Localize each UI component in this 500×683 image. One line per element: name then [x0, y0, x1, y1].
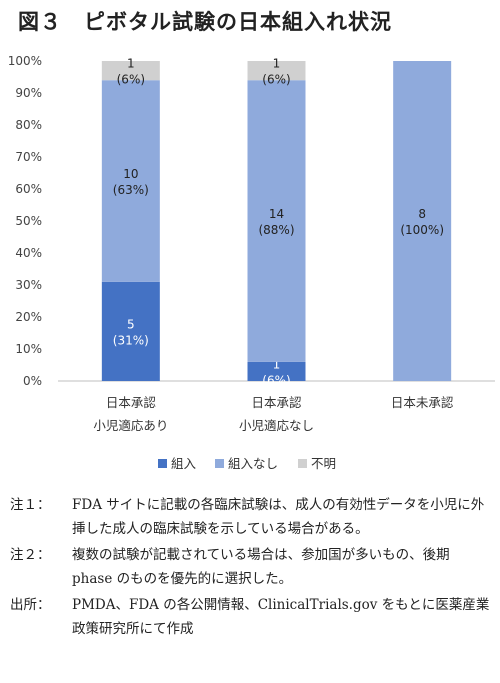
footnote-2: 注２： 複数の試験が記載されている場合は、参加国が多いもの、後期 phase の…: [10, 543, 494, 591]
legend-label: 組入: [171, 456, 197, 471]
y-tick-label: 70%: [15, 150, 42, 164]
legend-swatch: [215, 459, 224, 468]
y-tick-label: 20%: [15, 310, 42, 324]
data-label: 1: [273, 57, 281, 71]
y-tick-label: 60%: [15, 182, 42, 196]
footnote-text: FDA サイトに記載の各臨床試験は、成人の有効性データを小児に外挿した成人の臨床…: [72, 497, 485, 537]
data-label: 1: [127, 57, 135, 71]
chart-title: 図３ ピボタル試験の日本組入れ状況: [18, 10, 392, 34]
x-category-label: 日本承認: [106, 395, 157, 410]
x-category-label: 小児適応あり: [93, 418, 168, 433]
y-tick-label: 50%: [15, 214, 42, 228]
legend-label: 不明: [311, 456, 336, 471]
x-category-label: 日本承認: [251, 395, 302, 410]
data-label-percent: (6%): [262, 73, 290, 87]
data-label: 1: [273, 357, 281, 371]
bar-segment: [101, 80, 160, 282]
data-label: 5: [127, 317, 135, 331]
y-tick-label: 30%: [15, 278, 42, 292]
footnote-1: 注１： FDA サイトに記載の各臨床試験は、成人の有効性データを小児に外挿した成…: [10, 493, 494, 541]
data-label-percent: (31%): [113, 333, 149, 347]
footnote-label: 注２：: [10, 547, 51, 563]
data-label-percent: (6%): [262, 373, 290, 387]
footnote-label: 注１：: [10, 497, 51, 513]
x-category-label: 日本未承認: [391, 395, 454, 410]
bar-segment: [247, 361, 306, 381]
y-tick-label: 0%: [23, 374, 42, 388]
data-label-percent: (63%): [113, 183, 149, 197]
data-label-percent: (100%): [400, 223, 444, 237]
legend-swatch: [158, 459, 167, 468]
bar-segment: [247, 80, 306, 362]
data-label: 14: [269, 207, 284, 221]
y-tick-label: 80%: [15, 118, 42, 132]
y-tick-label: 10%: [15, 342, 42, 356]
data-label: 10: [123, 167, 138, 181]
source-label: 出所：: [10, 597, 51, 613]
legend-label: 組入なし: [228, 456, 278, 471]
source-text: PMDA、FDA の各公開情報、ClinicalTrials.gov をもとに医…: [72, 597, 490, 637]
footnotes: 注１： FDA サイトに記載の各臨床試験は、成人の有効性データを小児に外挿した成…: [10, 493, 494, 643]
stacked-bar-chart: 0% 10% 20% 30% 40% 50% 60% 70% 80% 90% 100% 5 (31%) 1…: [8, 54, 495, 471]
x-category-label: 小児適応なし: [239, 418, 314, 433]
y-tick-label: 100%: [8, 54, 42, 68]
data-label-percent: (6%): [117, 73, 145, 87]
bar-segment: [101, 281, 160, 381]
data-label-percent: (88%): [258, 223, 294, 237]
bar-segment: [101, 61, 160, 81]
source-note: 出所： PMDA、FDA の各公開情報、ClinicalTrials.gov を…: [10, 593, 494, 641]
legend-swatch: [298, 459, 307, 468]
y-tick-label: 90%: [15, 86, 42, 100]
bar-segment: [393, 61, 452, 381]
bar-segment: [247, 61, 306, 81]
data-label: 8: [418, 207, 426, 221]
footnote-text: 複数の試験が記載されている場合は、参加国が多いもの、後期 phase のものを優…: [72, 547, 450, 587]
y-tick-label: 40%: [15, 246, 42, 260]
